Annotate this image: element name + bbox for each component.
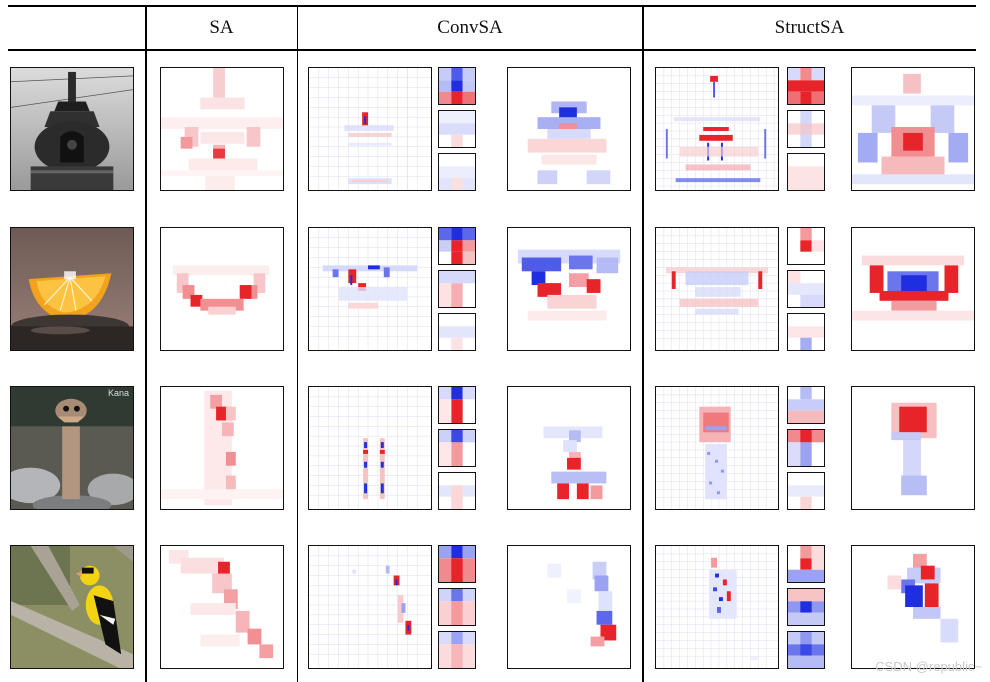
col-divider-1 [145,5,147,682]
structsa-grid-stupa [655,67,779,191]
convsa-grid-stupa [308,67,432,191]
convsa-kernel-ostrich-2 [438,429,476,467]
photo-stupa [10,67,134,191]
convsa-kernel-orange-3 [438,313,476,351]
sa-map-stupa [160,67,284,191]
convsa-kernel-goldfinch-3 [438,631,476,669]
col-divider-3 [642,5,644,682]
sa-map-orange [160,227,284,351]
convsa-map-orange [507,227,631,351]
convsa-map-stupa [507,67,631,191]
structsa-kernel-stupa-3 [787,153,825,191]
convsa-map-goldfinch [507,545,631,669]
structsa-kernel-goldfinch-2 [787,588,825,626]
structsa-kernel-stupa-2 [787,110,825,148]
structsa-grid-goldfinch [655,545,779,669]
structsa-map-orange [851,227,975,351]
csdn-watermark: CSDN @republic~ [875,659,982,674]
sa-map-goldfinch [160,545,284,669]
convsa-kernel-stupa-1 [438,67,476,105]
structsa-map-goldfinch [851,545,975,669]
header-structsa: StructSA [774,17,845,38]
convsa-grid-ostrich [308,386,432,510]
structsa-kernel-orange-2 [787,270,825,308]
convsa-kernel-ostrich-3 [438,472,476,510]
convsa-grid-orange [308,227,432,351]
structsa-kernel-stupa-1 [787,67,825,105]
structsa-grid-ostrich [655,386,779,510]
structsa-grid-orange [655,227,779,351]
convsa-kernel-stupa-2 [438,110,476,148]
sa-map-ostrich [160,386,284,510]
structsa-kernel-ostrich-2 [787,429,825,467]
structsa-map-ostrich [851,386,975,510]
convsa-kernel-orange-1 [438,227,476,265]
photo-orange [10,227,134,351]
convsa-kernel-goldfinch-2 [438,588,476,626]
header-convsa: ConvSA [437,17,503,38]
photo-ostrich: Kana [10,386,134,510]
convsa-grid-goldfinch [308,545,432,669]
structsa-map-stupa [851,67,975,191]
photo-goldfinch [10,545,134,669]
structsa-kernel-ostrich-3 [787,472,825,510]
convsa-kernel-orange-2 [438,270,476,308]
header-rule [8,49,976,51]
convsa-kernel-ostrich-1 [438,386,476,424]
col-divider-2 [297,5,298,682]
header-sa: SA [209,17,234,38]
structsa-kernel-goldfinch-3 [787,631,825,669]
convsa-map-ostrich [507,386,631,510]
convsa-kernel-goldfinch-1 [438,545,476,583]
structsa-kernel-orange-1 [787,227,825,265]
convsa-kernel-stupa-3 [438,153,476,191]
photo-ostrich-watermark: Kana [107,388,129,398]
structsa-kernel-orange-3 [787,313,825,351]
top-rule [8,5,976,7]
structsa-kernel-goldfinch-1 [787,545,825,583]
structsa-kernel-ostrich-1 [787,386,825,424]
